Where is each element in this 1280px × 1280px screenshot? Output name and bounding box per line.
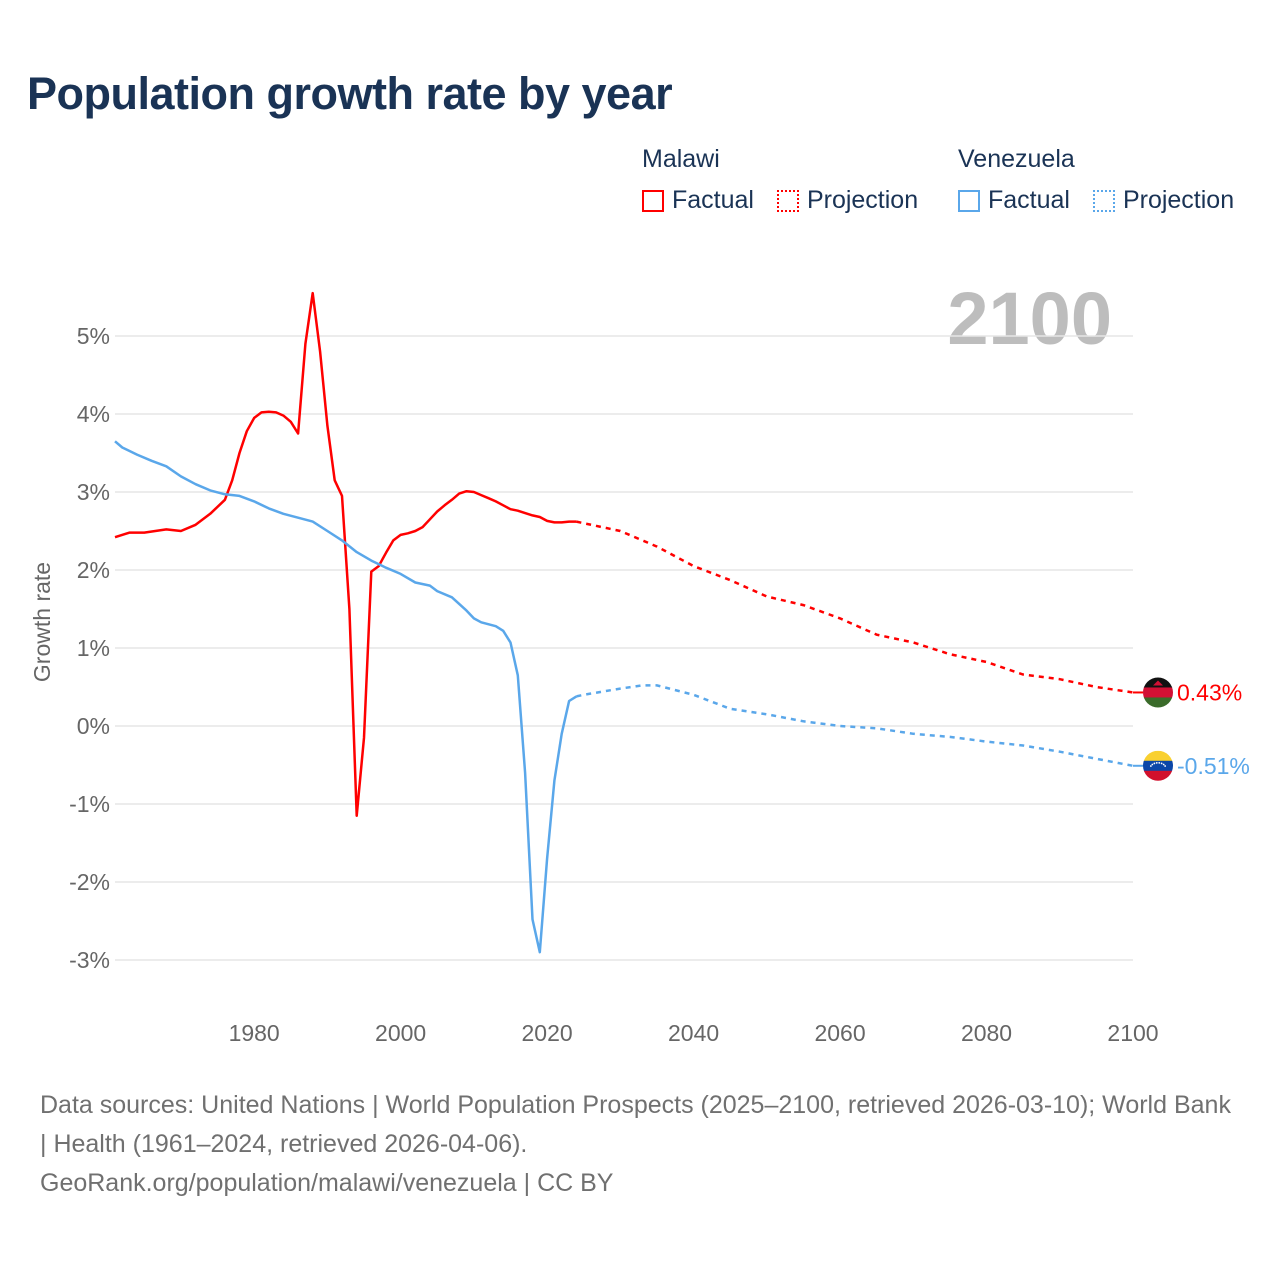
malawi-projection-line: [576, 520, 1134, 694]
x-tick-label: 2080: [961, 1020, 1012, 1046]
x-tick-label: 2100: [1107, 1020, 1158, 1046]
data-sources: Data sources: United Nations | World Pop…: [40, 1091, 1231, 1158]
legend-label: Factual: [988, 186, 1070, 214]
venezuela-projection-line: [576, 684, 1134, 768]
flag-star: [1162, 763, 1165, 766]
solid-swatch-icon: [642, 189, 664, 212]
y-tick-label: 3%: [77, 479, 110, 505]
flag-sun: [1153, 680, 1163, 686]
y-tick-label: 5%: [77, 323, 110, 349]
legend-label: Factual: [672, 186, 754, 214]
flag-stripe: [1143, 697, 1173, 708]
x-tick-label: 1980: [229, 1020, 280, 1046]
legend-group-venezuela: Venezuela Factual Projection: [958, 145, 1234, 219]
source-link[interactable]: GeoRank.org/population/malawi/venezuela …: [40, 1169, 614, 1197]
footer: Data sources: United Nations | World Pop…: [40, 1086, 1240, 1203]
dotted-swatch-icon: [776, 189, 799, 212]
x-tick-label: 2060: [814, 1020, 865, 1046]
venezuela-factual-line: [114, 440, 578, 954]
malawi-flag-icon: [1143, 677, 1173, 708]
flag-stripes: [1143, 750, 1173, 781]
legend-item-malawi-projection[interactable]: Projection: [776, 186, 919, 215]
flag-star: [1158, 761, 1161, 764]
malawi-factual-line: [114, 291, 577, 817]
y-tick-label: -2%: [69, 869, 110, 895]
venezuela-end-label: -0.51%: [1177, 753, 1250, 779]
legend-group-name: Malawi: [642, 145, 720, 173]
flag-stripe: [1143, 687, 1173, 698]
legend-label: Projection: [1122, 186, 1235, 214]
flag-star: [1155, 761, 1158, 764]
flag-stripes: [1143, 677, 1173, 708]
legend-label: Projection: [806, 186, 919, 214]
x-tick-label: 2000: [375, 1020, 426, 1046]
flag-star: [1160, 762, 1163, 765]
venezuela-flag-icon: [1143, 750, 1173, 781]
flag-star: [1151, 763, 1154, 766]
y-tick-label: 1%: [77, 635, 110, 661]
x-tick-label: 2020: [522, 1020, 573, 1046]
legend-group-malawi: Malawi Factual Projection: [642, 145, 934, 219]
y-axis-label: Growth rate: [29, 562, 55, 682]
solid-swatch-icon: [958, 189, 980, 212]
flag-stripe: [1143, 750, 1173, 762]
malawi-end-label: 0.43%: [1177, 679, 1242, 705]
year-watermark: 2100: [947, 277, 1112, 360]
y-tick-label: 2%: [77, 557, 110, 583]
y-tick-label: -1%: [69, 791, 110, 817]
legend-item-venezuela-factual[interactable]: Factual: [958, 186, 1070, 215]
legend-group-name: Venezuela: [958, 145, 1075, 173]
y-tick-label: -3%: [69, 947, 110, 973]
flag-stripe: [1143, 760, 1173, 772]
legend-item-malawi-factual[interactable]: Factual: [642, 186, 754, 215]
x-tick-label: 2040: [668, 1020, 719, 1046]
chart-title: Population growth rate by year: [27, 68, 673, 119]
flag-star: [1153, 762, 1156, 765]
flag-stripe: [1143, 770, 1173, 781]
y-tick-label: 4%: [77, 401, 110, 427]
y-tick-label: 0%: [77, 713, 110, 739]
legend-item-venezuela-projection[interactable]: Projection: [1092, 186, 1235, 215]
flag-star: [1149, 765, 1152, 767]
dotted-swatch-icon: [1092, 189, 1115, 212]
flag-star: [1164, 765, 1167, 767]
